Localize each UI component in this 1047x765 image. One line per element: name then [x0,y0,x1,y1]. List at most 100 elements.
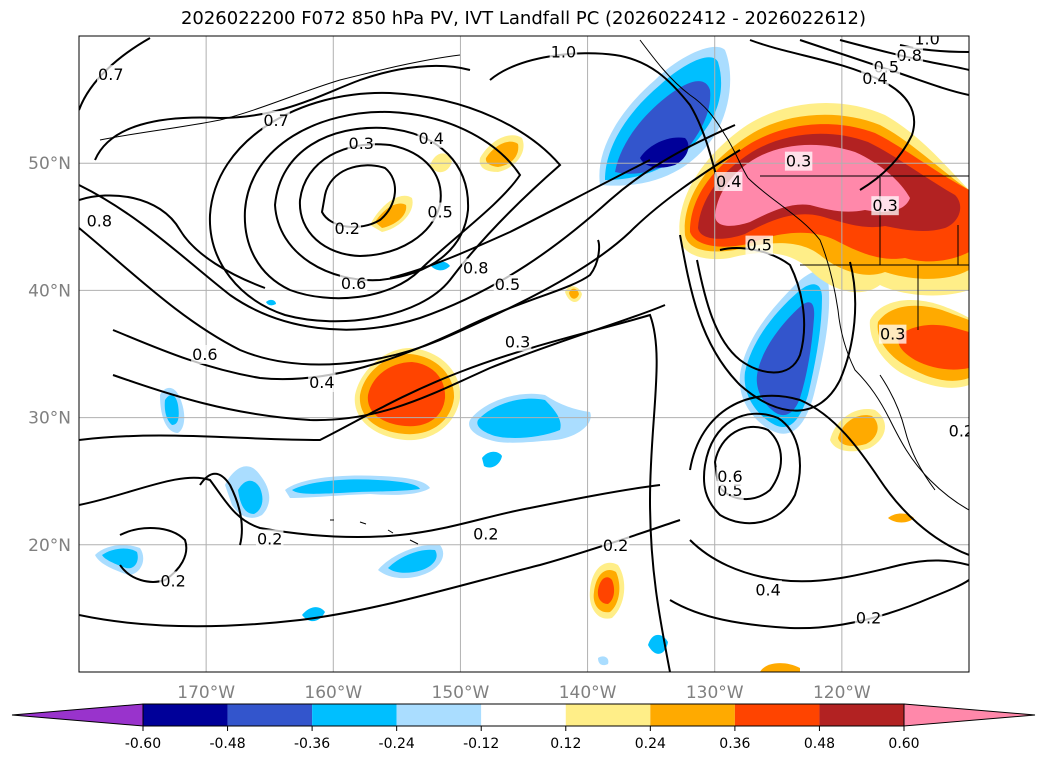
contour-label-halo [159,571,187,591]
colorbar-segment [143,704,228,726]
longitude-tick-label: 120°W [813,683,871,703]
contour-0.4-inner-low [702,412,801,525]
latitude-tick-label: 40°N [28,281,71,301]
positive-anomaly-pnw-peak [715,144,910,226]
colorbar-segment [734,704,820,726]
contour-label: 0.3 [349,134,374,153]
contour-label: 1.0 [914,30,939,49]
contour-0.2-west-1 [119,527,188,583]
colorbar-tick-label: -0.24 [379,736,415,752]
contour-1.0 [489,52,721,191]
negative-anomaly-west-band-core [292,479,420,494]
graticule [79,36,969,672]
contour-label-halo [871,196,899,216]
contour-label-halo [417,128,445,148]
contour-label: 0.2 [603,536,628,555]
contour-label: 0.8 [897,46,922,65]
latitude-tick-label: 50°N [28,154,71,174]
colorbar-tick-label: -0.36 [294,736,330,752]
longitude-tick-label: 170°W [177,683,235,703]
contour-label-layer: 0.7 0.7 0.3 0.4 0.2 0.5 0.8 0.8 0.6 0.5 1.0 0.6 0.4 0… [85,30,969,628]
contour-0.2-west-2 [199,472,243,546]
contour-0.5-bc [696,247,806,374]
contour-label: 0.2 [856,608,881,627]
negative-anomaly-bc-peak [640,137,689,168]
colorbar: -0.60 -0.48 -0.36 -0.24 -0.12 0.12 0.24 0.36 0.4… [11,703,1036,752]
contour-label: 0.7 [98,65,123,84]
longitude-tick-label: 160°W [304,683,362,703]
contour-label-halo [262,110,290,130]
positive-anomaly-small-4-core [569,288,579,299]
colorbar-segment [565,704,651,726]
contour-label-halo [854,608,883,628]
contour-label: 0.2 [473,524,498,543]
hawaiian-islands [330,519,419,545]
contour-label-halo [339,273,368,293]
contour-0.8-mid [389,159,651,279]
contour-low-4 [208,91,562,323]
contour-label-halo [878,324,907,344]
coastline-alaska [99,54,461,141]
contour-label: 0.4 [309,373,334,392]
contour-label: 0.7 [263,111,288,130]
contour-label-halo [549,42,578,62]
contour-label-halo [601,535,630,555]
contour-ridge-1 [79,124,736,331]
colorbar-tick-label: -0.60 [125,736,161,752]
contour-low-2 [273,126,470,282]
contour-label-halo [947,421,969,441]
contour-label-halo [913,36,941,49]
contour-label: 0.4 [755,580,780,599]
negative-anomaly-bc-inner [615,81,711,174]
contour-0.4-south [689,539,969,583]
colorbar-segment [819,704,904,726]
colorbar-segment [650,704,735,726]
contour-label-halo [308,372,336,392]
contour-low-3 [243,110,522,300]
colorbar-tick-label: 0.60 [888,736,919,752]
contour-label: 0.4 [862,69,887,88]
contour-label-halo [347,133,375,153]
longitude-tick-label: 140°W [559,683,617,703]
contour-label-halo [426,202,454,222]
contour-label-halo [461,258,490,278]
contour-label: 0.8 [87,211,112,230]
longitude-tick-label: 130°W [686,683,744,703]
negative-anomaly-small-1 [482,451,502,468]
map-title: 2026022200 F072 850 hPa PV, IVT Landfall… [180,8,867,29]
negative-anomaly-south-core [388,549,437,573]
contour-label-halo [754,580,782,600]
contour-label: 0.6 [717,467,742,486]
contour-label-halo [714,172,743,192]
contour-label-halo [85,211,114,231]
colorbar-tick-label: 0.36 [719,736,750,752]
latitude-tick-labels: 50°N 40°N 30°N 20°N [28,154,71,556]
contour-0.4-bc [679,234,857,412]
contour-label: 0.5 [746,236,771,255]
coastline-bc [639,39,749,179]
colorbar-segment [227,704,313,726]
positive-anomaly-southwest-us-3 [898,324,969,370]
negative-anomaly-west-2-core [238,480,263,514]
longitude-tick-label: 150°W [432,683,490,703]
colorbar-tick-label: 0.48 [804,736,835,752]
colorbar-frame [142,703,905,727]
contour-0.2-southeast [669,579,969,630]
positive-anomaly-small-5 [888,513,914,523]
contour-label-halo [255,529,284,549]
contour-0.8-west [79,194,266,289]
contour-label: 0.2 [257,529,282,548]
colorbar-tick-label: -0.12 [463,736,499,752]
contour-label: 0.4 [716,172,741,191]
latitude-tick-label: 30°N [28,409,71,429]
latitude-tick-label: 20°N [28,536,71,556]
coastline-baja [879,374,936,491]
contour-label-halo [784,151,813,171]
contour-label: 0.3 [505,332,530,351]
contour-label: 0.3 [872,196,897,215]
longitude-tick-labels: 170°W 160°W 150°W 140°W 130°W 120°W [177,683,871,703]
contour-label: 0.6 [192,345,217,364]
contour-label: 1.0 [551,42,576,61]
contour-northeast-1 [749,39,916,191]
